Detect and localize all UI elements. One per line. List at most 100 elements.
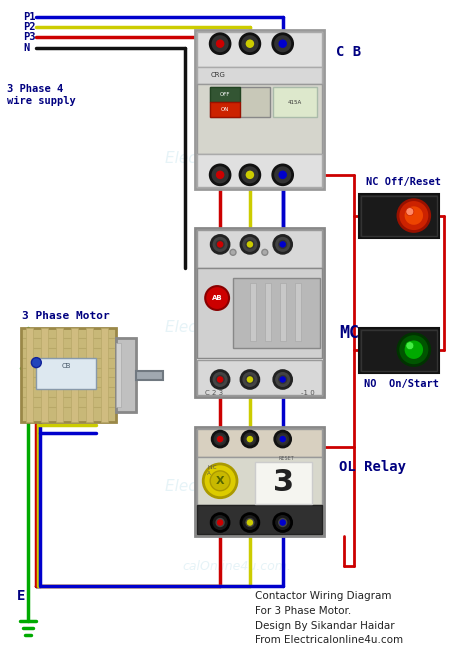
Circle shape [241, 370, 259, 389]
Text: H.C
A: H.C A [207, 465, 217, 476]
Text: NC Off/Reset: NC Off/Reset [366, 177, 441, 187]
Circle shape [279, 376, 287, 383]
Circle shape [215, 170, 225, 180]
Circle shape [242, 431, 258, 447]
Circle shape [279, 519, 287, 527]
Circle shape [31, 358, 41, 368]
Bar [71, 328, 78, 422]
Bar [197, 268, 322, 358]
Circle shape [216, 519, 224, 527]
Text: 415A: 415A [288, 100, 302, 105]
Bar [265, 283, 271, 341]
Bar [361, 330, 437, 370]
Circle shape [398, 200, 430, 232]
Text: X: X [216, 476, 224, 486]
Circle shape [246, 376, 254, 383]
Circle shape [230, 249, 236, 255]
Circle shape [240, 165, 260, 185]
Bar [210, 102, 240, 117]
Bar [197, 457, 322, 505]
Text: MC: MC [339, 324, 359, 342]
Circle shape [216, 376, 224, 383]
Bar [27, 328, 33, 422]
Circle shape [245, 39, 255, 49]
Bar [273, 87, 318, 117]
Circle shape [241, 236, 259, 253]
Bar [195, 30, 324, 189]
Text: P3: P3 [23, 32, 36, 42]
Circle shape [210, 471, 230, 491]
Bar [136, 370, 164, 380]
Bar [197, 505, 322, 535]
Circle shape [203, 464, 237, 498]
Text: ON: ON [221, 107, 229, 112]
Text: ElectricalOnline 4u: ElectricalOnline 4u [165, 479, 309, 494]
Bar [197, 230, 322, 268]
Circle shape [279, 240, 287, 248]
Circle shape [273, 34, 292, 53]
Circle shape [398, 334, 430, 366]
Circle shape [406, 208, 414, 216]
Circle shape [211, 236, 229, 253]
Circle shape [406, 342, 414, 350]
Text: ElectricalOnline 4u: ElectricalOnline 4u [165, 320, 309, 335]
Circle shape [205, 286, 229, 310]
Bar [86, 328, 93, 422]
Text: P2: P2 [23, 22, 36, 32]
Circle shape [246, 240, 254, 248]
Text: E: E [17, 589, 26, 603]
Text: 3 Phase 4
wire supply: 3 Phase 4 wire supply [7, 84, 75, 106]
Circle shape [210, 34, 230, 53]
Circle shape [274, 513, 292, 531]
Bar [36, 358, 96, 389]
Bar [197, 84, 322, 154]
Text: 3 Phase Motor: 3 Phase Motor [22, 311, 110, 321]
Circle shape [210, 165, 230, 185]
Text: NO  On/Start: NO On/Start [364, 379, 439, 389]
Text: AB: AB [212, 295, 222, 301]
Bar [233, 278, 320, 348]
Bar [210, 87, 240, 102]
Text: -1 0: -1 0 [301, 390, 314, 397]
Text: C B: C B [337, 45, 362, 59]
Circle shape [404, 206, 424, 226]
Circle shape [211, 370, 229, 389]
Circle shape [274, 370, 292, 389]
Text: RESET: RESET [279, 457, 295, 461]
Text: OFF: OFF [220, 92, 230, 97]
Bar [359, 194, 438, 238]
Circle shape [274, 236, 292, 253]
Bar [250, 283, 256, 341]
Bar [210, 87, 270, 117]
Bar [101, 328, 108, 422]
Text: CB: CB [62, 362, 71, 368]
Bar [197, 32, 322, 67]
Circle shape [404, 340, 424, 360]
Bar [197, 67, 322, 84]
Bar [255, 462, 312, 504]
Circle shape [246, 435, 254, 443]
Text: calOnline4u.com.: calOnline4u.com. [182, 560, 292, 573]
Text: OL Relay: OL Relay [339, 460, 406, 474]
Bar [116, 343, 121, 407]
Circle shape [246, 519, 254, 527]
Bar [116, 338, 136, 412]
Circle shape [275, 431, 291, 447]
Bar [195, 228, 324, 397]
Bar [197, 429, 322, 457]
Circle shape [273, 165, 292, 185]
Text: Contactor Wiring Diagram
For 3 Phase Motor.
Design By Sikandar Haidar
From Elect: Contactor Wiring Diagram For 3 Phase Mot… [255, 591, 403, 645]
Bar [197, 360, 322, 395]
Text: C 2 3: C 2 3 [205, 390, 223, 397]
Text: CRG: CRG [210, 73, 225, 79]
Text: P1: P1 [23, 12, 36, 22]
Circle shape [211, 513, 229, 531]
Circle shape [240, 34, 260, 53]
Bar [361, 196, 437, 236]
Circle shape [279, 435, 287, 443]
Text: ElectricalOnline 4u: ElectricalOnline 4u [165, 151, 309, 166]
Text: N: N [23, 43, 30, 53]
Circle shape [278, 170, 288, 180]
Bar [195, 427, 324, 537]
Bar [197, 154, 322, 187]
